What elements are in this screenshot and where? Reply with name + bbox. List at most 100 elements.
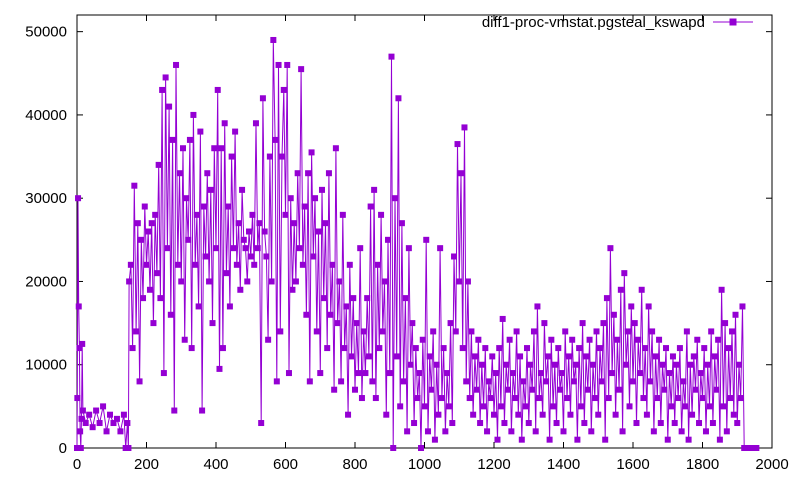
data-point [570, 378, 577, 385]
data-point [569, 336, 576, 343]
data-point [129, 345, 136, 352]
data-point [485, 378, 492, 385]
x-tick-label: 1800 [686, 456, 719, 473]
x-tick-label: 200 [134, 456, 159, 473]
data-point [204, 170, 211, 177]
data-point [280, 86, 287, 93]
data-point [275, 61, 282, 68]
data-point [444, 370, 451, 377]
data-point [663, 345, 670, 352]
data-point [676, 345, 683, 352]
data-point [558, 370, 565, 377]
data-point [701, 345, 708, 352]
data-point [504, 386, 511, 393]
data-point [89, 424, 96, 431]
data-point [272, 136, 279, 143]
data-point [246, 228, 253, 235]
data-point [720, 403, 727, 410]
data-point [287, 195, 294, 202]
data-point [185, 236, 192, 243]
data-point [190, 111, 197, 118]
data-point [527, 361, 534, 368]
data-point [209, 320, 216, 327]
data-point [657, 420, 664, 427]
data-point [353, 320, 360, 327]
data-point [739, 303, 746, 310]
data-point [452, 328, 459, 335]
x-tick-label: 1000 [408, 456, 441, 473]
data-point [303, 311, 310, 318]
data-point [256, 220, 263, 227]
data-point [133, 328, 140, 335]
data-point [207, 186, 214, 193]
x-tick-label: 0 [73, 456, 81, 473]
data-point [265, 336, 272, 343]
data-point [138, 236, 145, 243]
data-point [277, 328, 284, 335]
data-point [468, 328, 475, 335]
data-point [320, 295, 327, 302]
data-point [491, 411, 497, 418]
data-point [735, 361, 742, 368]
data-point [518, 436, 525, 443]
data-point [74, 395, 81, 402]
data-point [360, 328, 367, 335]
data-point [487, 395, 494, 402]
data-point [381, 278, 388, 285]
data-point [423, 236, 430, 243]
axis-tick-labels: 0 200 400 600 800 1000 1200 1400 1600 1800 2000010… [25, 24, 788, 473]
data-point [753, 445, 760, 451]
data-point [650, 428, 657, 435]
data-point [687, 361, 694, 368]
data-point [270, 36, 277, 43]
data-point [456, 278, 463, 285]
data-point [534, 303, 541, 310]
data-point [680, 378, 687, 385]
data-point [386, 370, 393, 377]
data-point [546, 436, 553, 443]
data-point [729, 328, 736, 335]
data-point [635, 336, 642, 343]
data-point [313, 328, 320, 335]
data-point [167, 311, 174, 318]
data-point [656, 336, 663, 343]
data-point [643, 411, 650, 418]
data-point [727, 395, 734, 402]
data-point [614, 336, 621, 343]
data-point [414, 395, 421, 402]
data-point [659, 361, 666, 368]
data-point [586, 336, 593, 343]
data-point [480, 403, 487, 410]
data-point [409, 320, 416, 327]
data-point [407, 361, 414, 368]
data-point [598, 378, 605, 385]
data-point [263, 253, 270, 260]
data-point [173, 61, 180, 68]
data-point [591, 395, 598, 402]
data-point [463, 378, 470, 385]
data-point [378, 211, 385, 218]
data-point [525, 420, 532, 427]
data-point [428, 386, 435, 393]
data-point [367, 203, 374, 210]
data-point [636, 370, 643, 377]
data-point [179, 145, 186, 152]
data-point [544, 353, 551, 360]
data-point [478, 361, 485, 368]
data-point [734, 420, 741, 427]
data-point [631, 320, 638, 327]
data-point [93, 407, 100, 414]
data-point [385, 236, 392, 243]
data-point [669, 353, 676, 360]
data-point [451, 253, 458, 260]
data-point [696, 420, 703, 427]
data-point [350, 295, 357, 302]
data-point [120, 411, 127, 418]
data-point [709, 420, 716, 427]
data-point [421, 403, 428, 410]
data-point [336, 278, 343, 285]
data-point [560, 428, 567, 435]
data-point [411, 420, 418, 427]
data-point [77, 445, 84, 451]
data-point [630, 378, 636, 385]
